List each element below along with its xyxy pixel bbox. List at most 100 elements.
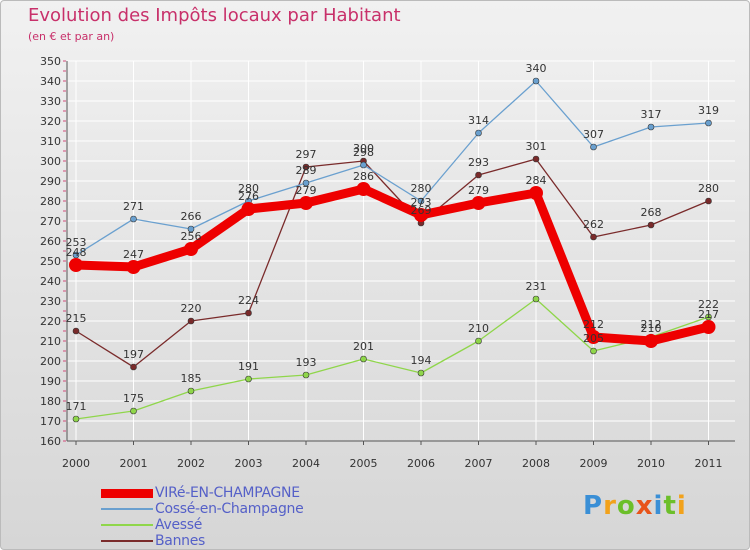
data-point-coss-en-champagne bbox=[360, 161, 367, 169]
data-label-bannes: 224 bbox=[238, 294, 259, 307]
data-label-avess-: 210 bbox=[468, 322, 489, 335]
data-label-avess-: 222 bbox=[698, 298, 719, 311]
data-point-coss-en-champagne bbox=[130, 215, 137, 223]
legend-swatch bbox=[101, 508, 153, 510]
data-point-bannes bbox=[245, 309, 252, 317]
data-label-vir-en-champagne: 247 bbox=[123, 248, 144, 261]
series-line-avess- bbox=[75, 298, 710, 420]
data-point-coss-en-champagne bbox=[590, 143, 597, 151]
data-label-bannes: 297 bbox=[296, 148, 317, 161]
data-label-coss-en-champagne: 266 bbox=[181, 210, 202, 223]
y-tick-label: 310 bbox=[40, 135, 61, 148]
data-label-vir-en-champagne: 286 bbox=[353, 170, 374, 183]
y-tick-label: 320 bbox=[40, 115, 61, 128]
data-label-vir-en-champagne: 273 bbox=[411, 196, 432, 209]
legend-label: Cossé-en-Champagne bbox=[155, 501, 304, 517]
data-point-vir-en-champagne bbox=[529, 186, 543, 200]
x-tick-label: 2006 bbox=[407, 457, 435, 470]
y-tick-label: 330 bbox=[40, 95, 61, 108]
data-point-coss-en-champagne bbox=[417, 197, 425, 205]
data-label-coss-en-champagne: 319 bbox=[698, 104, 719, 117]
data-label-bannes: 220 bbox=[181, 302, 202, 315]
data-point-avess- bbox=[475, 337, 482, 345]
y-tick-label: 300 bbox=[40, 155, 61, 168]
y-tick-label: 200 bbox=[40, 355, 61, 368]
x-tick-label: 2000 bbox=[62, 457, 90, 470]
data-label-bannes: 301 bbox=[526, 140, 547, 153]
data-labels: 215 197 220 224 297 300 269 293 301 262 268 280 171 1… bbox=[66, 62, 720, 413]
data-point-avess- bbox=[245, 375, 252, 383]
data-label-bannes: 268 bbox=[641, 206, 662, 219]
data-label-bannes: 262 bbox=[583, 218, 604, 231]
logo-letter: i bbox=[653, 491, 664, 521]
data-point-vir-en-champagne bbox=[126, 260, 141, 274]
legend-item: Cossé-en-Champagne bbox=[101, 501, 304, 517]
y-tick-label: 180 bbox=[40, 395, 61, 408]
y-tick-label: 290 bbox=[40, 175, 61, 188]
legend-item: Bannes bbox=[101, 533, 303, 549]
data-label-coss-en-champagne: 314 bbox=[468, 114, 489, 127]
data-label-coss-en-champagne: 289 bbox=[296, 164, 317, 177]
data-label-vir-en-champagne: 210 bbox=[641, 322, 662, 335]
logo-letter: i bbox=[676, 491, 687, 521]
logo-letter: o bbox=[616, 491, 636, 521]
logo-letter: r bbox=[603, 491, 617, 521]
data-point-avess- bbox=[590, 347, 597, 355]
x-tick-label: 2008 bbox=[522, 457, 550, 470]
y-tick-label: 220 bbox=[40, 315, 61, 328]
data-label-avess-: 191 bbox=[238, 360, 259, 373]
data-label-coss-en-champagne: 280 bbox=[411, 182, 432, 195]
data-point-coss-en-champagne bbox=[475, 129, 482, 137]
data-label-coss-en-champagne: 317 bbox=[641, 108, 662, 121]
data-point-vir-en-champagne bbox=[471, 196, 486, 210]
y-tick-label: 170 bbox=[40, 415, 61, 428]
data-point-coss-en-champagne bbox=[647, 123, 655, 131]
data-point-vir-en-champagne bbox=[299, 196, 313, 210]
data-label-avess-: 194 bbox=[411, 354, 432, 367]
data-label-avess-: 185 bbox=[181, 372, 202, 385]
y-tick-label: 280 bbox=[40, 195, 61, 208]
data-point-avess- bbox=[130, 407, 137, 415]
data-point-vir-en-champagne bbox=[701, 320, 716, 334]
y-tick-label: 340 bbox=[40, 75, 61, 88]
x-tick-label: 2009 bbox=[580, 457, 608, 470]
data-point-bannes bbox=[475, 171, 482, 179]
x-tick-label: 2005 bbox=[350, 457, 378, 470]
data-label-avess-: 205 bbox=[583, 332, 604, 345]
data-label-vir-en-champagne: 212 bbox=[583, 318, 604, 331]
data-label-coss-en-champagne: 307 bbox=[583, 128, 604, 141]
legend-swatch bbox=[101, 524, 153, 526]
data-label-vir-en-champagne: 248 bbox=[66, 246, 87, 259]
data-label-avess-: 212 bbox=[641, 318, 662, 331]
data-label-avess-: 193 bbox=[296, 356, 317, 369]
data-point-coss-en-champagne bbox=[302, 179, 310, 187]
data-point-avess- bbox=[532, 295, 540, 303]
data-point-bannes bbox=[302, 163, 310, 171]
grid-lines bbox=[67, 60, 735, 442]
data-label-bannes: 269 bbox=[411, 204, 432, 217]
series-layer bbox=[69, 77, 716, 423]
data-point-bannes bbox=[72, 327, 80, 335]
data-point-bannes bbox=[590, 233, 597, 241]
chart-title: Evolution des Impôts locaux par Habitant bbox=[28, 5, 401, 26]
data-label-vir-en-champagne: 284 bbox=[526, 174, 547, 187]
data-label-avess-: 175 bbox=[123, 392, 144, 405]
data-point-coss-en-champagne bbox=[187, 225, 195, 233]
legend-swatch bbox=[101, 488, 153, 498]
logo-letter: t bbox=[663, 491, 677, 521]
data-point-vir-en-champagne bbox=[414, 208, 428, 222]
data-point-bannes bbox=[130, 363, 137, 371]
legend-item: VIRé-EN-CHAMPAGNE bbox=[101, 485, 303, 501]
data-label-coss-en-champagne: 271 bbox=[123, 200, 144, 213]
x-tick-label: 2004 bbox=[292, 457, 320, 470]
x-tick-label: 2002 bbox=[177, 457, 205, 470]
data-label-avess-: 201 bbox=[353, 340, 374, 353]
y-tick-label: 210 bbox=[40, 335, 61, 348]
data-point-avess- bbox=[302, 371, 310, 379]
x-tick-label: 2001 bbox=[120, 457, 148, 470]
legend-swatch bbox=[101, 540, 153, 542]
legend: VIRé-EN-CHAMPAGNE Cossé-en-Champagne Avess… bbox=[101, 485, 304, 549]
proxiti-logo: Proxiti bbox=[583, 491, 687, 521]
data-label-vir-en-champagne: 217 bbox=[698, 308, 719, 321]
